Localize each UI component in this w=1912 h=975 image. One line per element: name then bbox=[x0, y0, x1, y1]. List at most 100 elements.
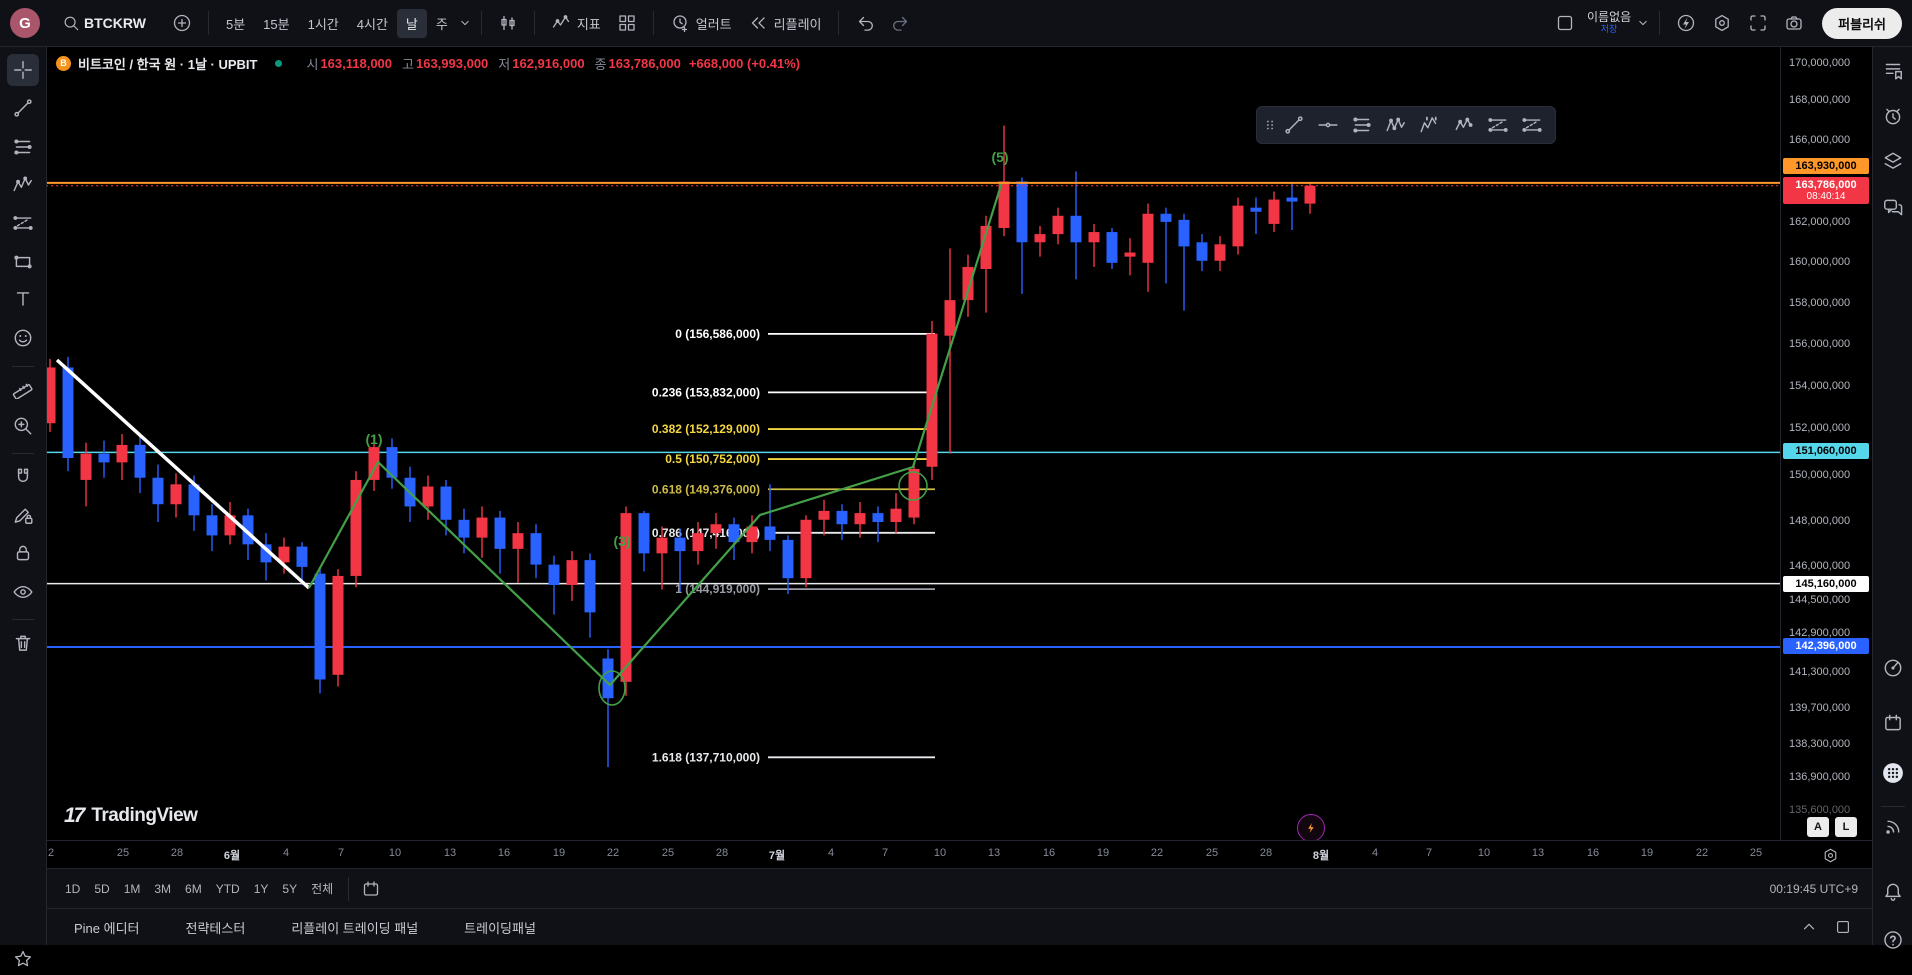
replay-trading-panel-tab[interactable]: 리플레이 트레이딩 패널 bbox=[291, 920, 419, 936]
candle bbox=[1232, 197, 1244, 255]
float-drag-handle-button[interactable] bbox=[1263, 110, 1277, 140]
goto-date-calendar-icon[interactable] bbox=[361, 879, 381, 899]
range-all[interactable]: 전체 bbox=[311, 882, 334, 896]
float-elliott-impulse-wave-button[interactable] bbox=[1413, 110, 1447, 140]
radar-screener-button[interactable] bbox=[1879, 654, 1907, 682]
fib-retracement-tool-button[interactable] bbox=[7, 131, 39, 163]
tf-15m[interactable]: 15분 bbox=[263, 16, 290, 32]
panel-chevron-up-icon[interactable] bbox=[1792, 913, 1826, 941]
draw-lock-tool-button[interactable] bbox=[7, 499, 39, 531]
float-projection-button[interactable] bbox=[1515, 110, 1549, 140]
redo-button[interactable] bbox=[883, 8, 919, 38]
panel-expand-icon[interactable] bbox=[1826, 913, 1860, 941]
calendar-button[interactable] bbox=[1879, 709, 1907, 737]
range-3m[interactable]: 3M bbox=[154, 881, 172, 896]
wave-circle-marker[interactable] bbox=[898, 471, 928, 501]
log-scale-button[interactable]: L bbox=[1835, 817, 1857, 837]
replay-button[interactable]: 리플레이 bbox=[740, 8, 830, 38]
lock-all-tool-button[interactable] bbox=[7, 537, 39, 569]
chart-style-button[interactable] bbox=[490, 8, 526, 38]
wave-label-(5)[interactable]: (5) bbox=[991, 149, 1008, 165]
layout-grid-button[interactable] bbox=[609, 8, 645, 38]
tf-1w[interactable]: 주 bbox=[435, 16, 448, 32]
range-1y[interactable]: 1Y bbox=[253, 881, 269, 896]
quick-search-icon[interactable] bbox=[1668, 8, 1704, 38]
compare-add-button[interactable] bbox=[164, 8, 200, 38]
tf-1h[interactable]: 1시간 bbox=[307, 16, 339, 32]
price-tick: 160,000,000 bbox=[1789, 256, 1851, 268]
long-position-tool-button[interactable] bbox=[7, 207, 39, 239]
symbol-search-button[interactable]: BTCKRW bbox=[54, 9, 164, 37]
object-tree-button[interactable] bbox=[1879, 147, 1907, 175]
avatar[interactable]: G bbox=[10, 8, 40, 38]
crosshair-tool-button[interactable] bbox=[7, 54, 39, 86]
low-label: 저 bbox=[498, 56, 511, 72]
alerts-clock-button[interactable] bbox=[1879, 102, 1907, 130]
fullscreen-icon[interactable] bbox=[1740, 8, 1776, 38]
trading-panel-tab[interactable]: 트레이딩패널 bbox=[464, 920, 536, 936]
publish-button[interactable]: 퍼블리쉬 bbox=[1822, 7, 1902, 39]
auto-scale-button[interactable]: A bbox=[1807, 817, 1829, 837]
candlestick-chart[interactable]: 0 (156,586,000) 0.236 (153,832,000) 0.382 … bbox=[46, 46, 1780, 840]
chart-legend[interactable]: B 비트코인 / 한국 원 · 1날 · UPBIT 시 163,118,000… bbox=[56, 52, 800, 74]
hide-all-tool-button[interactable] bbox=[7, 576, 39, 608]
range-5y[interactable]: 5Y bbox=[282, 881, 298, 896]
wave-pattern-tool-button[interactable] bbox=[7, 169, 39, 201]
float-fib-retracement-button[interactable] bbox=[1345, 110, 1379, 140]
timeframe-chevron-down-icon[interactable] bbox=[457, 15, 473, 31]
remove-all-tool-button[interactable] bbox=[7, 627, 39, 659]
emoji-tool-button[interactable] bbox=[7, 322, 39, 354]
text-tool-button[interactable] bbox=[7, 283, 39, 315]
float-xabcd-pattern-button[interactable] bbox=[1379, 110, 1413, 140]
chart-pane[interactable]: 0 (156,586,000) 0.236 (153,832,000) 0.382 … bbox=[46, 46, 1780, 840]
crosshair-icon bbox=[12, 59, 34, 81]
range-ytd[interactable]: YTD bbox=[215, 881, 240, 896]
price-tick: 144,500,000 bbox=[1789, 594, 1851, 606]
snapshot-camera-icon[interactable] bbox=[1776, 8, 1812, 38]
layout-chevron-down-icon[interactable] bbox=[1635, 15, 1651, 31]
strategy-tester-tab[interactable]: 전략테스터 bbox=[185, 920, 246, 936]
trend-line-tool-button[interactable] bbox=[7, 92, 39, 124]
magnet-tool-button[interactable] bbox=[7, 461, 39, 493]
broadcast-button[interactable] bbox=[1879, 813, 1907, 841]
alert-button[interactable]: 얼러트 bbox=[662, 8, 740, 38]
tf-4h[interactable]: 4시간 bbox=[356, 16, 388, 32]
rectangle-tool-button[interactable] bbox=[7, 246, 39, 278]
layout-name-button[interactable]: 이름없음 저장 bbox=[1587, 11, 1631, 34]
range-6m[interactable]: 6M bbox=[185, 881, 202, 896]
wave-label-(1)[interactable]: (1) bbox=[365, 431, 382, 447]
white-trend-line[interactable] bbox=[55, 358, 311, 590]
indicators-button[interactable]: 지표 bbox=[543, 8, 609, 38]
tf-5m[interactable]: 5분 bbox=[225, 16, 246, 32]
notifications-bell-button[interactable] bbox=[1879, 878, 1907, 906]
help-button[interactable] bbox=[1879, 926, 1907, 954]
wave-circle-marker[interactable] bbox=[598, 670, 626, 706]
range-5d[interactable]: 5D bbox=[94, 881, 110, 896]
range-1m[interactable]: 1M bbox=[123, 881, 141, 896]
tf-1d-selected[interactable]: 날 bbox=[396, 8, 427, 38]
save-indicator-icon[interactable] bbox=[1547, 8, 1583, 38]
float-horizontal-line-button[interactable] bbox=[1311, 110, 1345, 140]
ruler-tool-button[interactable] bbox=[7, 372, 39, 404]
watchlist-button[interactable] bbox=[1879, 56, 1907, 84]
axis-settings-hexagon-icon[interactable] bbox=[1822, 847, 1839, 864]
floating-drawing-toolbar[interactable] bbox=[1256, 106, 1556, 144]
apps-grid-button[interactable] bbox=[1879, 759, 1907, 787]
wave-label-(3)[interactable]: (3) bbox=[613, 533, 630, 549]
favorites-star-button[interactable] bbox=[7, 943, 39, 975]
divider bbox=[12, 619, 34, 620]
float-abc-correction-wave-button[interactable] bbox=[1447, 110, 1481, 140]
spark-marker-icon[interactable] bbox=[1297, 814, 1325, 842]
chat-button[interactable] bbox=[1879, 193, 1907, 221]
range-1d[interactable]: 1D bbox=[65, 881, 81, 896]
elliott-wave-line[interactable] bbox=[308, 181, 1004, 687]
undo-button[interactable] bbox=[847, 8, 883, 38]
settings-gear-icon[interactable] bbox=[1704, 8, 1740, 38]
time-axis[interactable]: 2 25 28 6월 4 7 10 13 16 19 22 25 28 7월 4 7 10 13 16 19 22 25 2… bbox=[46, 840, 1872, 869]
pine-editor-tab[interactable]: Pine 에디터 bbox=[74, 920, 140, 936]
float-trend-line-button[interactable] bbox=[1277, 110, 1311, 140]
clock-utc[interactable]: 00:19:45 UTC+9 bbox=[1769, 881, 1858, 896]
zoom-in-tool-button[interactable] bbox=[7, 410, 39, 442]
price-axis[interactable]: 170,000,000 168,000,000 166,000,000 162,000… bbox=[1780, 46, 1873, 840]
float-trend-based-fib-button[interactable] bbox=[1481, 110, 1515, 140]
